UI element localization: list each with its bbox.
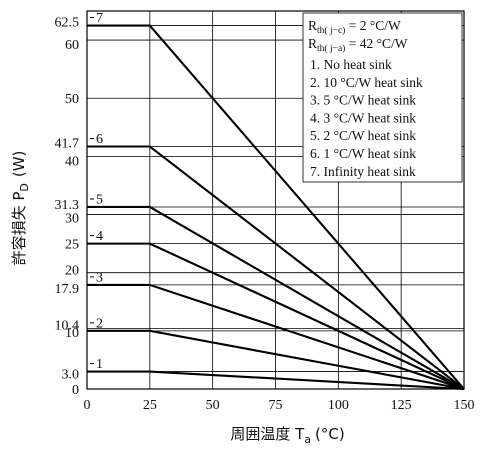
- y-tick-label: 50: [65, 92, 79, 107]
- series-line-5: [87, 205, 465, 390]
- legend-item: 5. 2 °C/W heat sink: [310, 128, 416, 143]
- x-tick-label: 125: [391, 398, 412, 413]
- series-line-1: [87, 370, 465, 391]
- legend-rth-ja: Rth( j−a) = 42 °C/W: [308, 36, 408, 54]
- curve-label-2: 2: [96, 316, 103, 331]
- x-axis-title: 周囲温度 Ta (°C): [230, 425, 344, 446]
- x-tick-label: 150: [454, 398, 475, 413]
- y-tick-label: 0: [72, 383, 79, 398]
- legend-item: 4. 3 °C/W heat sink: [310, 110, 416, 125]
- legend-box: [302, 12, 463, 183]
- y-tick-label: 10: [65, 326, 79, 341]
- curve-label-7: 7: [96, 11, 103, 26]
- y-tick-label: 10.4: [55, 319, 80, 334]
- plot-frame: [86, 10, 465, 390]
- curve-label-6: 6: [96, 132, 103, 147]
- x-tick-label: 0: [84, 398, 91, 413]
- curve-label-3: 3: [96, 270, 103, 285]
- legend: Rth( j−c) = 2 °C/W Rth( j−a) = 42 °C/W 1…: [302, 12, 463, 183]
- y-axis-title: 許容損失 PD(W): [10, 151, 31, 266]
- curve-label-1: 1: [96, 357, 103, 372]
- y-tick-label: 41.7: [55, 136, 80, 151]
- legend-item: 2. 10 °C/W heat sink: [310, 75, 423, 90]
- curve-label-4: 4: [96, 229, 103, 244]
- legend-rth-jc: Rth( j−c) = 2 °C/W: [308, 18, 401, 36]
- y-tick-label: 3.0: [62, 368, 80, 383]
- series-layer: [87, 24, 465, 391]
- legend-item: 7. Infinity heat sink: [310, 164, 416, 179]
- series-line-7: [87, 24, 465, 390]
- y-tick-label: 30: [65, 212, 79, 227]
- x-tick-label: 100: [328, 398, 349, 413]
- legend-item: 6. 1 °C/W heat sink: [310, 146, 416, 161]
- y-tick-label: 20: [65, 264, 79, 279]
- legend-item: 3. 5 °C/W heat sink: [310, 93, 416, 108]
- series-line-6: [87, 145, 465, 390]
- curve-label-5: 5: [96, 192, 103, 207]
- y-tick-label: 25: [65, 238, 79, 253]
- y-tick-label: 40: [65, 154, 79, 169]
- curve-labels: 1 2 3 4 5 6 7: [90, 11, 103, 372]
- y-tick-label: 60: [65, 38, 79, 53]
- x-tick-label: 50: [206, 398, 220, 413]
- x-axis-ticks: 0 25 50 75 100 125 150: [84, 398, 475, 413]
- y-tick-label: 17.9: [55, 282, 80, 297]
- legend-items: 1. No heat sink 2. 10 °C/W heat sink 3. 5 …: [310, 57, 423, 179]
- series-line-3: [87, 283, 465, 390]
- y-tick-label: 62.5: [55, 16, 80, 31]
- legend-item: 1. No heat sink: [310, 57, 392, 72]
- y-tick-label: 31.3: [55, 198, 80, 213]
- x-tick-label: 75: [269, 398, 283, 413]
- series-line-4: [87, 242, 465, 390]
- series-line-2: [87, 329, 465, 391]
- x-tick-label: 25: [143, 398, 157, 413]
